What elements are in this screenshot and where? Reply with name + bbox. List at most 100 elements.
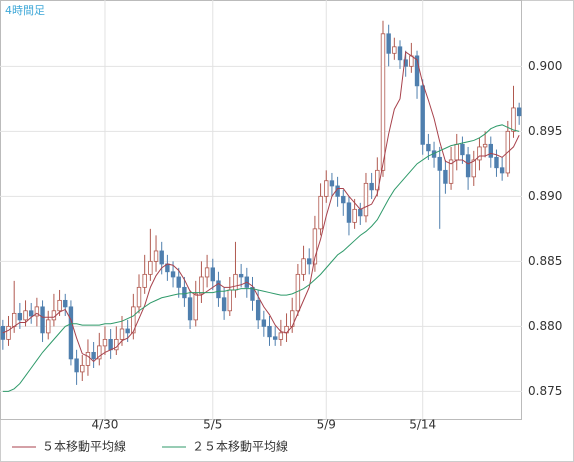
candle-body [6, 325, 11, 340]
candle-body [119, 328, 125, 340]
candle-body [272, 336, 278, 340]
candle-body [131, 306, 136, 334]
candle-body [267, 325, 272, 338]
candle-body [176, 276, 181, 288]
y-tick-label: 0.875 [528, 384, 562, 398]
candle-body [102, 338, 108, 347]
candle-body [170, 271, 176, 278]
candle-body [380, 33, 386, 171]
candle-body [221, 297, 227, 312]
candle-body [301, 258, 306, 275]
candle-body [375, 169, 380, 191]
candle-body [414, 55, 420, 87]
candle-body [85, 351, 91, 366]
candle-body [0, 325, 6, 340]
candle-body [358, 208, 363, 217]
candle-body [108, 338, 113, 351]
candle-body [23, 310, 28, 321]
candle-body [346, 202, 352, 223]
candle-body [148, 260, 153, 275]
candle-body [204, 267, 210, 278]
candle-body [420, 85, 425, 145]
candle-body [278, 332, 284, 340]
candle-body [511, 107, 516, 132]
candle-body [329, 180, 335, 187]
candle-body [335, 185, 340, 197]
candle-body [233, 273, 238, 291]
candle-body [125, 328, 130, 334]
candle-body [159, 250, 164, 265]
candle-body [238, 273, 244, 278]
candle-body [443, 169, 448, 184]
y-tick-label: 0.895 [528, 124, 562, 138]
moving-average-line [2, 51, 520, 363]
candle-body [40, 306, 45, 334]
candle-body [454, 143, 459, 161]
candle-body [261, 319, 267, 327]
candle-body [227, 289, 232, 312]
candle-body [318, 195, 323, 230]
candle-body [182, 286, 187, 299]
candle-body [448, 159, 454, 184]
candle-body [471, 159, 476, 178]
y-tick-label: 0.890 [528, 189, 562, 203]
candle-body [312, 228, 318, 265]
candle-body [386, 33, 391, 54]
candle-body [11, 312, 17, 327]
candle-body [210, 267, 215, 282]
candle-body [193, 293, 198, 321]
candle-body [341, 195, 346, 204]
candle-body [409, 55, 414, 67]
candle-body [68, 306, 74, 360]
candle-body [437, 156, 442, 171]
candle-body [199, 276, 204, 295]
candle-body [369, 182, 374, 191]
candle-body [46, 319, 51, 334]
plot-area [0, 0, 522, 420]
x-tick-label: 5/5 [203, 418, 222, 432]
candle-body [80, 364, 85, 373]
candle-body [295, 273, 301, 312]
x-tick-label: 4/30 [91, 418, 118, 432]
x-tick-label: 5/9 [317, 418, 336, 432]
candle-body [142, 273, 147, 288]
candle-body [324, 180, 329, 197]
legend-label: ５本移動平均線 [42, 439, 126, 454]
candle-body [352, 208, 357, 223]
candle-body [34, 306, 40, 317]
candle-body [460, 143, 465, 156]
candle-body [499, 167, 505, 174]
candle-body [51, 310, 57, 321]
candle-body [426, 143, 431, 152]
candle-body [255, 299, 261, 321]
y-tick-label: 0.885 [528, 254, 562, 268]
candle-body [307, 258, 312, 265]
candle-body [250, 286, 255, 301]
candle-body [153, 250, 159, 262]
candle-body [57, 299, 62, 312]
chart-title: 4時間足 [5, 4, 45, 17]
candle-body [465, 154, 471, 178]
candle-body [482, 143, 488, 148]
candle-body [17, 312, 23, 321]
candle-body [363, 182, 369, 217]
y-tick-label: 0.900 [528, 59, 562, 73]
legend-label: ２５本移動平均線 [192, 439, 288, 454]
candle-body [216, 280, 221, 299]
candle-body [392, 46, 397, 54]
candle-body [29, 310, 34, 317]
y-tick-label: 0.880 [528, 319, 562, 333]
x-tick-label: 5/14 [409, 418, 436, 432]
candle-body [136, 286, 142, 308]
moving-average-line [2, 124, 520, 392]
candle-body [91, 351, 96, 360]
candle-body [97, 345, 102, 360]
candle-body [63, 299, 68, 308]
candle-body [187, 297, 193, 321]
candle-body [516, 107, 522, 117]
candle-body [397, 46, 403, 61]
candle-body [494, 156, 499, 169]
candle-body [477, 146, 482, 161]
candle-body [74, 358, 79, 373]
